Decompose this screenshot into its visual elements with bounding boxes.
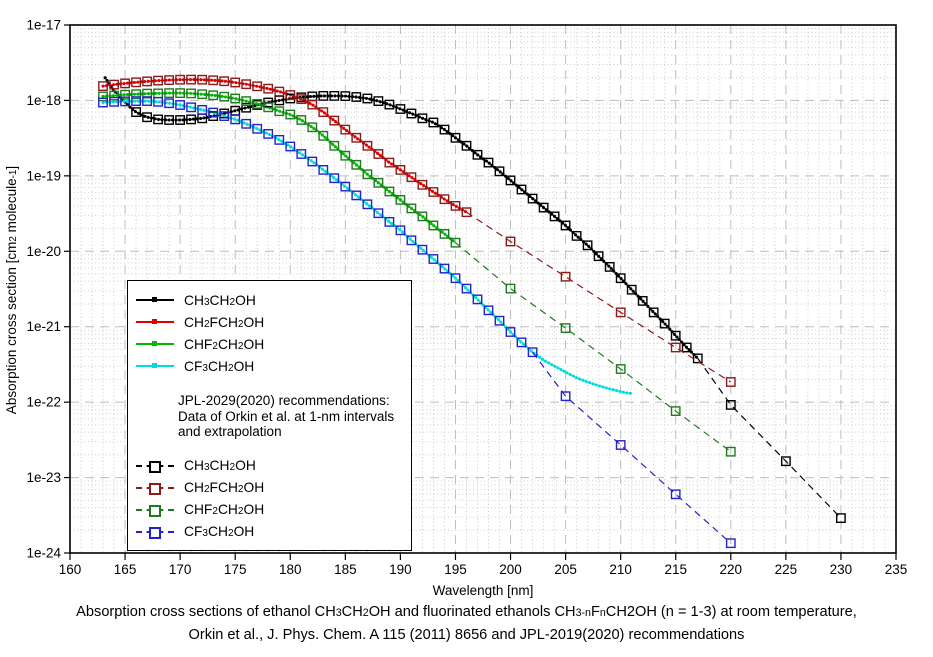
- x-tick-label: 200: [499, 562, 522, 577]
- x-tick-label: 185: [334, 562, 357, 577]
- x-tick-label: 220: [720, 562, 743, 577]
- legend-item-label: CH2FCH2OH: [184, 314, 265, 330]
- caption-line-2: Orkin et al., J. Phys. Chem. A 115 (2011…: [188, 627, 745, 643]
- x-tick-label: 230: [830, 562, 853, 577]
- x-tick-label: 205: [554, 562, 577, 577]
- legend-item: CH3CH2OH: [128, 289, 411, 311]
- caption-line-1: Absorption cross sections of ethanol CH3…: [76, 604, 857, 620]
- y-axis-title: Absorption cross section [cm2 molecule-1…: [4, 165, 19, 415]
- legend-note-line: and extrapolation: [178, 424, 282, 439]
- y-tick-label: 1e-24: [26, 546, 61, 561]
- x-tick-label: 225: [775, 562, 798, 577]
- y-tick-label: 1e-21: [26, 319, 61, 334]
- x-tick-label: 160: [59, 562, 82, 577]
- x-tick-label: 210: [609, 562, 632, 577]
- open-square-dashed-line-marker: [136, 526, 174, 539]
- filled-square-solid-line-marker: [136, 317, 174, 327]
- legend-note: JPL-2029(2020) recommendations: Data of O…: [178, 393, 411, 440]
- filled-square-solid-line-marker: [136, 361, 174, 371]
- caption: Absorption cross sections of ethanol CH3…: [0, 601, 933, 647]
- series-ch-3ch-2oh-measured: [103, 76, 700, 360]
- filled-square-solid-line-marker: [136, 339, 174, 349]
- series-cf-3ch-2oh-measured: [101, 99, 634, 396]
- legend-item: CH3CH2OH: [128, 455, 411, 477]
- x-tick-label: 190: [389, 562, 412, 577]
- legend-item: CF3CH2OH: [128, 355, 411, 377]
- y-tick-label: 1e-20: [26, 244, 61, 259]
- legend-item-label: CH3CH2OH: [184, 292, 256, 308]
- x-axis-title: Wavelength [nm]: [432, 583, 534, 598]
- y-tick-label: 1e-22: [26, 395, 61, 410]
- open-square-dashed-line-marker: [136, 482, 174, 495]
- x-tick-label: 175: [224, 562, 247, 577]
- filled-square-solid-line-marker: [136, 295, 174, 305]
- x-tick-label: 180: [279, 562, 302, 577]
- legend-item-label: CF3CH2OH: [184, 524, 255, 539]
- legend-item-label: CHF2CH2OH: [184, 336, 265, 352]
- legend-item: CH2FCH2OH: [128, 477, 411, 499]
- legend-item: CF3CH2OH: [128, 521, 411, 543]
- axes: 160 165 170 175 180 185 190 195 200 205 210 215 220 2…: [26, 18, 907, 578]
- x-tick-label: 165: [114, 562, 137, 577]
- legend-item-label: CH3CH2OH: [184, 458, 256, 473]
- legend-item: CHF2CH2OH: [128, 333, 411, 355]
- y-tick-label: 1e-17: [26, 18, 61, 33]
- series-ch-3ch-2oh-jpl-1-nm-extrapolation: [131, 90, 846, 524]
- x-tick-label: 215: [664, 562, 687, 577]
- x-tick-label: 170: [169, 562, 192, 577]
- legend-item-label: CH2FCH2OH: [184, 480, 265, 495]
- series-ch-2fch-2oh-jpl-1-nm-extrapolation: [98, 74, 736, 387]
- series-chf-2ch-2oh-jpl-1-nm-extrapolation: [98, 88, 736, 457]
- legend-item: CH2FCH2OH: [128, 311, 411, 333]
- legend-item: CHF2CH2OH: [128, 499, 411, 521]
- x-tick-label: 235: [885, 562, 908, 577]
- series-ch-2fch-2oh-measured: [101, 78, 469, 214]
- series-cf-3ch-2oh-jpl-1-nm-extrapolation: [98, 96, 736, 549]
- y-tick-label: 1e-18: [26, 93, 61, 108]
- legend-note-line: JPL-2029(2020) recommendations:: [178, 393, 390, 408]
- y-tick-label: 1e-23: [26, 470, 61, 485]
- legend-item-label: CHF2CH2OH: [184, 502, 265, 517]
- legend-note-line: Data of Orkin et al. at 1-nm intervals: [178, 408, 395, 424]
- y-tick-label: 1e-19: [26, 168, 61, 183]
- open-square-dashed-line-marker: [136, 504, 174, 517]
- legend-item-label: CF3CH2OH: [184, 358, 255, 374]
- x-tick-label: 195: [444, 562, 467, 577]
- legend: CH3CH2OH CH2FCH2OH CHF2CH2OH CF3CH2OH JPL-20…: [127, 280, 412, 551]
- open-square-dashed-line-marker: [136, 460, 174, 473]
